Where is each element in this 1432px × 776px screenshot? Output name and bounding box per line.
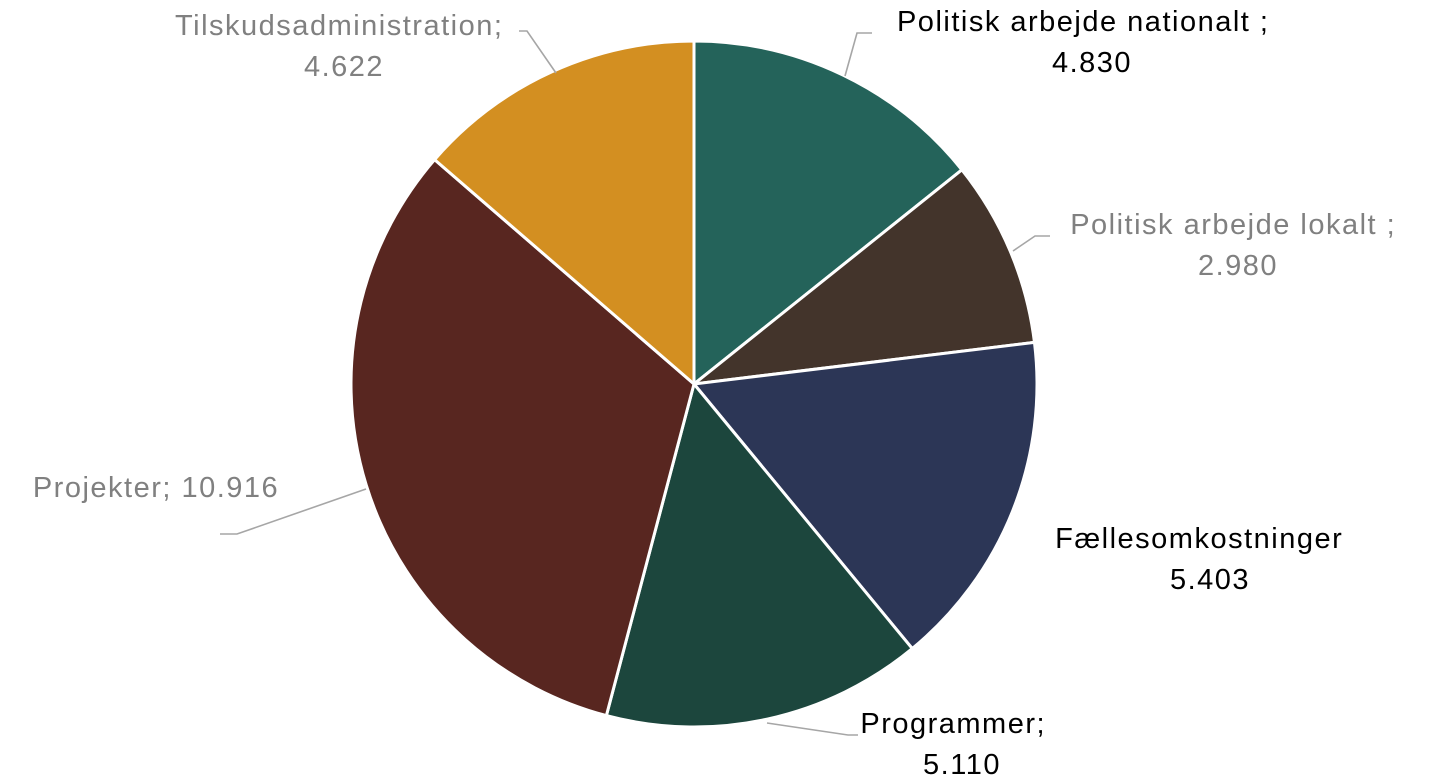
data-label-faellesomkostninger: Fællesomkostninger 5.403 (1055, 523, 1353, 596)
pie-slice-programmer (604, 382, 914, 729)
leader-line-politisk-arbejde-lokalt (1012, 235, 1050, 252)
pie-slice-politisk-arbejde-nationalt (692, 39, 964, 386)
data-label-politisk-arbejde-lokalt: Politisk arbejde lokalt ; 2.980 (1070, 209, 1406, 282)
data-label-politisk-arbejde-nationalt: Politisk arbejde nationalt ; 4.830 (897, 6, 1279, 79)
leader-line-tilskudsadministration (519, 30, 557, 74)
data-label-projekter: Projekter; 10.916 (33, 472, 279, 504)
data-labels: Politisk arbejde nationalt ; 4.830 Polit… (33, 6, 1406, 776)
leader-line-politisk-arbejde-nationalt (844, 32, 872, 77)
leader-lines (220, 30, 1050, 736)
leader-line-programmer (766, 722, 858, 736)
pie-slice-tilskudsadministration (433, 39, 696, 386)
leader-line-projekter (220, 488, 367, 535)
data-label-programmer: Programmer; 5.110 (860, 708, 1055, 776)
pie-slice-projekter (349, 158, 696, 718)
pie-slice-faellesomkostninger (692, 340, 1039, 651)
pie-slices (349, 39, 1039, 729)
data-label-tilskudsadministration: Tilskudsadministration; 4.622 (175, 10, 513, 83)
pie-slice-politisk-arbejde-lokalt (692, 168, 1036, 386)
